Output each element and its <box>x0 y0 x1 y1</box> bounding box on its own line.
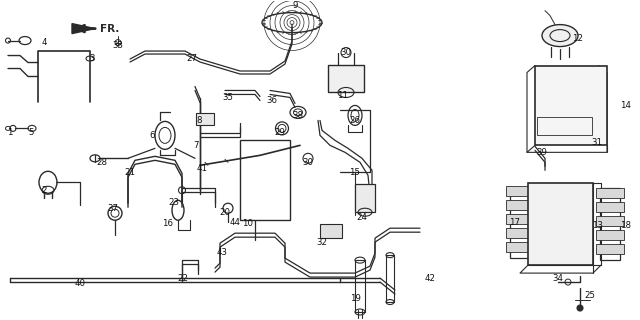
Text: 28: 28 <box>97 158 108 167</box>
Text: 17: 17 <box>509 218 520 227</box>
Ellipse shape <box>542 25 578 46</box>
Text: 41: 41 <box>196 164 207 173</box>
Text: 26: 26 <box>349 116 360 125</box>
Bar <box>506 200 532 210</box>
Text: 3: 3 <box>89 54 95 63</box>
Bar <box>596 202 624 212</box>
Text: 15: 15 <box>349 168 360 177</box>
Text: 16: 16 <box>163 219 173 228</box>
Bar <box>506 242 532 252</box>
Text: 21: 21 <box>125 168 136 177</box>
Text: 27: 27 <box>186 54 198 63</box>
Text: 44: 44 <box>230 218 241 227</box>
Text: 8: 8 <box>196 116 202 125</box>
Circle shape <box>577 305 583 311</box>
Text: 29: 29 <box>275 128 285 137</box>
Text: 6: 6 <box>149 131 155 140</box>
Text: 31: 31 <box>591 138 602 147</box>
Text: 25: 25 <box>584 291 595 300</box>
Bar <box>596 216 624 226</box>
Text: 34: 34 <box>552 274 563 283</box>
Text: 20: 20 <box>220 208 230 217</box>
Bar <box>510 188 528 258</box>
Text: 39: 39 <box>536 148 547 157</box>
Text: 2: 2 <box>41 186 47 195</box>
Text: 38: 38 <box>292 111 303 120</box>
Text: 32: 32 <box>317 238 328 247</box>
Bar <box>355 184 375 212</box>
Bar <box>596 230 624 240</box>
Bar <box>537 117 592 135</box>
Text: 5: 5 <box>28 128 34 137</box>
Bar <box>600 188 620 260</box>
Text: 9: 9 <box>292 1 298 10</box>
Text: 24: 24 <box>356 213 367 222</box>
Text: 12: 12 <box>573 34 584 43</box>
Text: 1: 1 <box>7 128 13 137</box>
Text: 30: 30 <box>340 48 351 57</box>
Text: 11: 11 <box>337 91 349 100</box>
Text: 10: 10 <box>243 219 253 228</box>
Text: 14: 14 <box>621 101 632 110</box>
Bar <box>506 228 532 238</box>
Text: 37: 37 <box>108 204 118 213</box>
Bar <box>320 224 342 238</box>
Bar <box>196 113 214 125</box>
Text: 30: 30 <box>303 158 314 167</box>
Text: 33: 33 <box>113 41 124 50</box>
Text: 35: 35 <box>223 93 234 102</box>
Text: 7: 7 <box>193 141 199 150</box>
Bar <box>596 244 624 254</box>
Text: 18: 18 <box>621 221 632 230</box>
Text: 43: 43 <box>216 248 227 257</box>
Bar <box>596 188 624 198</box>
Bar <box>506 214 532 224</box>
Text: 22: 22 <box>177 274 189 283</box>
Bar <box>328 65 364 92</box>
Text: 40: 40 <box>74 279 86 288</box>
Text: 4: 4 <box>41 38 47 47</box>
Text: 36: 36 <box>266 96 278 105</box>
Polygon shape <box>72 24 95 34</box>
Text: 13: 13 <box>593 221 604 230</box>
Bar <box>528 183 593 265</box>
Text: FR.: FR. <box>100 24 120 34</box>
Text: 42: 42 <box>424 274 435 283</box>
Text: 19: 19 <box>349 293 360 302</box>
Bar <box>535 66 607 145</box>
Text: 23: 23 <box>168 198 179 207</box>
Bar <box>506 186 532 196</box>
Bar <box>240 140 290 220</box>
